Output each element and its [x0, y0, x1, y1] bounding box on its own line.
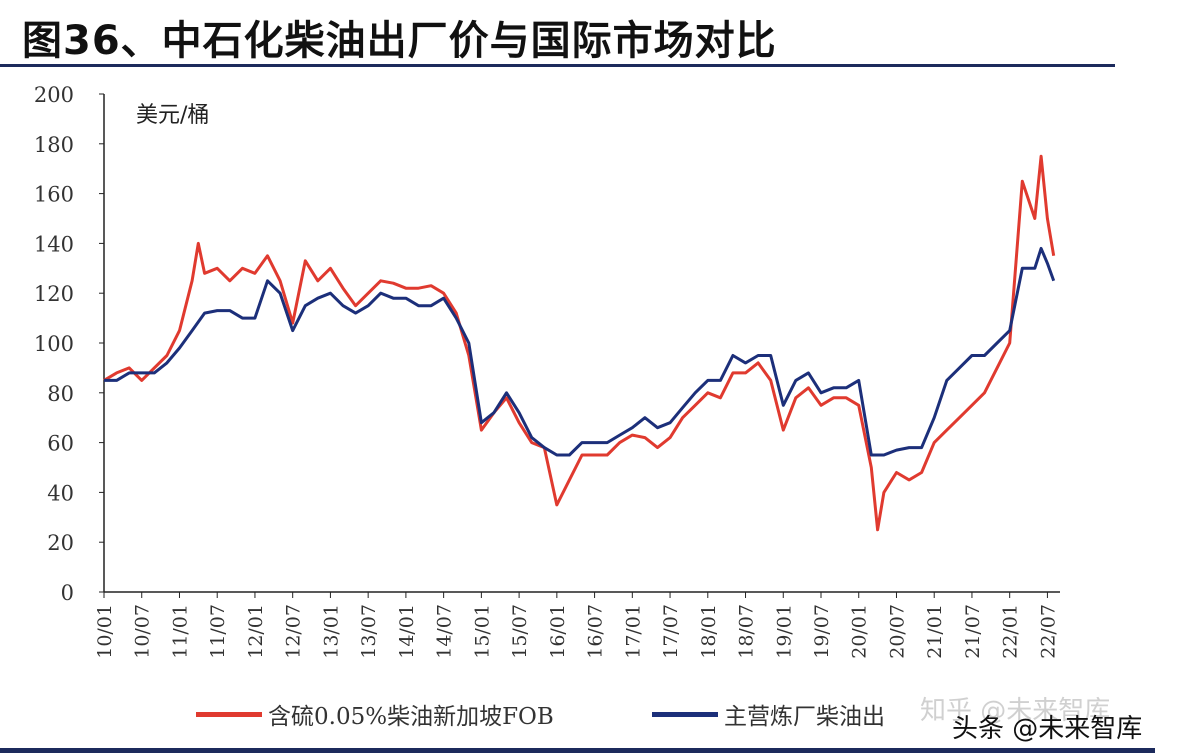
line-chart: 0 20 40 60 80 100 120 140 160 180 200 美元/桶 10/01 10/0… — [34, 83, 1060, 659]
y-tick-label: 0 — [61, 581, 74, 605]
bottom-divider — [0, 748, 1155, 753]
x-tick-label: 11/07 — [207, 604, 229, 659]
x-tick-label: 10/07 — [132, 604, 154, 659]
x-tick-label: 21/07 — [962, 604, 984, 659]
y-tick-label: 180 — [34, 133, 74, 157]
title-divider — [0, 64, 1115, 67]
x-tick-label: 17/07 — [660, 604, 682, 659]
x-tick-label: 14/07 — [434, 604, 456, 659]
x-tick-label: 16/01 — [547, 604, 569, 659]
y-tick-label: 60 — [47, 432, 74, 456]
y-tick-label: 20 — [47, 531, 74, 555]
x-tick-label: 21/01 — [924, 604, 946, 659]
watermark: 知乎 @未来智库 — [920, 696, 1111, 726]
legend-label: 主营炼厂柴油出 — [724, 704, 885, 730]
x-tick-label: 16/07 — [585, 604, 607, 659]
x-tick-label: 22/01 — [1000, 604, 1022, 659]
x-tick-label: 10/01 — [94, 604, 116, 659]
series-line-0 — [103, 154, 1056, 532]
y-axis-unit: 美元/桶 — [136, 103, 209, 128]
y-tick-label: 120 — [34, 282, 74, 306]
y-tick-label: 140 — [34, 232, 74, 256]
x-tick-label: 18/01 — [698, 604, 720, 659]
x-tick-label: 12/07 — [283, 604, 305, 659]
x-tick-label: 19/01 — [773, 604, 795, 659]
figure-title: 图36、中石化柴油出厂价与国际市场对比 — [22, 18, 777, 64]
x-tick-label: 15/01 — [471, 604, 493, 659]
y-tick-label: 100 — [34, 332, 74, 356]
x-tick-label: 14/01 — [396, 604, 418, 659]
series-line-1 — [104, 246, 1056, 457]
x-tick-label: 12/01 — [245, 604, 267, 659]
x-tick-label: 19/07 — [811, 604, 833, 659]
x-tick-label: 17/01 — [622, 604, 644, 659]
watermark: 头条 @未来智库 — [952, 714, 1143, 744]
legend-item-fob: 含硫0.05%柴油新加坡FOB — [196, 697, 554, 731]
x-tick-label: 13/07 — [358, 604, 380, 659]
legend-item-refinery: 主营炼厂柴油出 — [652, 697, 885, 731]
legend-swatch-blue — [652, 711, 718, 717]
x-tick-label: 18/07 — [736, 604, 758, 659]
x-tick-label: 20/01 — [849, 604, 871, 659]
legend-label: 含硫0.05%柴油新加坡FOB — [268, 704, 554, 730]
x-tick-label: 15/07 — [509, 604, 531, 659]
x-tick-label: 13/01 — [320, 604, 342, 659]
x-tick-label: 20/07 — [886, 604, 908, 659]
y-tick-label: 40 — [47, 481, 74, 505]
x-tick-label: 22/07 — [1037, 604, 1059, 659]
legend-swatch-red — [196, 711, 262, 717]
y-tick-label: 160 — [34, 183, 74, 207]
x-tick-label: 11/01 — [169, 604, 191, 659]
y-tick-label: 80 — [47, 382, 74, 406]
y-tick-label: 200 — [34, 83, 74, 107]
